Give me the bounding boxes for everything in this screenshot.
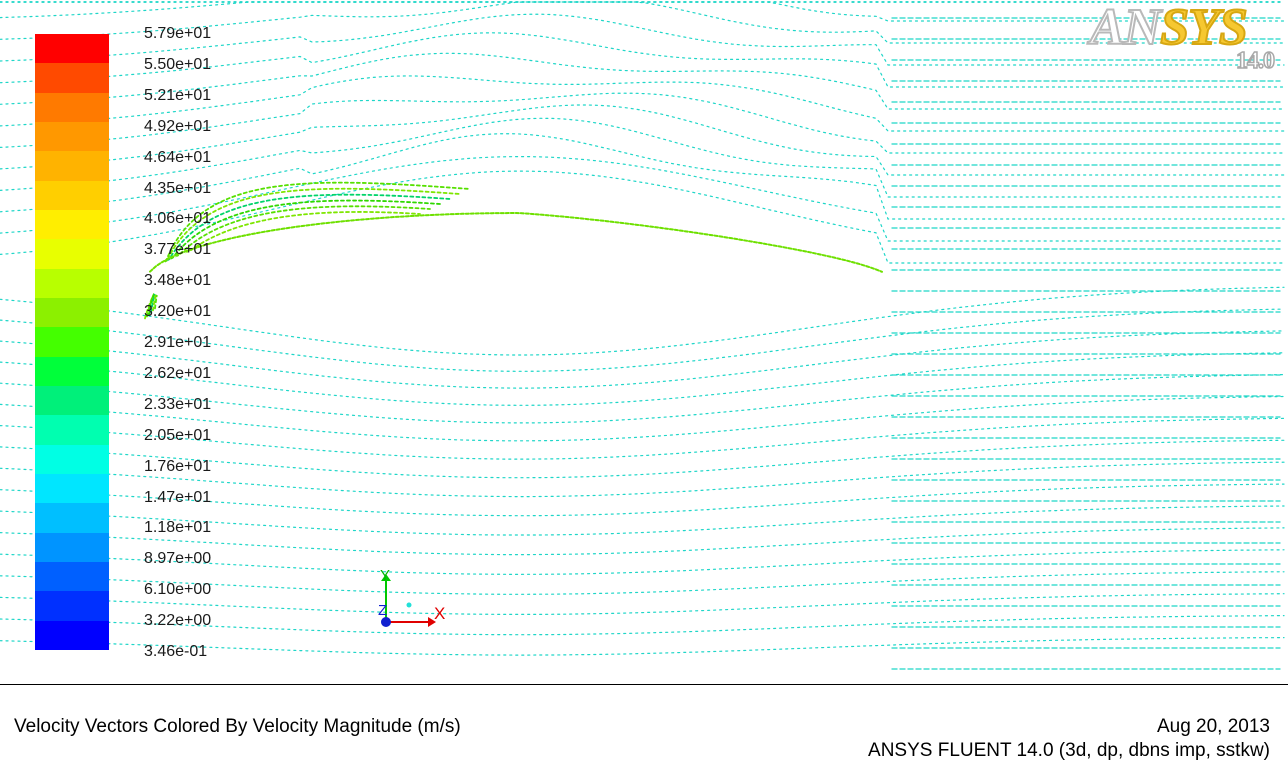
colormap-swatch [35,122,109,152]
colormap-label: 6.10e+00 [144,581,212,599]
colormap-swatch [35,444,109,475]
colormap-swatch [35,180,109,211]
colormap-swatch [35,239,109,270]
ansys-logo-version: 14.0 [1235,47,1276,75]
colormap-swatch [35,532,109,563]
velocity-streamline [0,308,1285,372]
airfoil-surface-vectors [149,212,883,273]
velocity-streamline [0,1,1285,44]
colormap-swatch [35,415,109,446]
colormap-swatch [35,562,109,592]
colormap-swatch [35,151,109,182]
z-axis-label: Z [378,602,387,619]
velocity-streamline [0,637,1285,656]
colormap-label: 4.35e+01 [144,179,212,197]
velocity-streamline [0,439,1285,479]
triad-origin-marker [406,602,412,608]
colormap-label: 1.76e+01 [144,457,212,475]
colormap-swatch [35,386,109,416]
colormap-swatch [35,34,109,64]
colormap-swatch [35,356,109,387]
velocity-streamline [0,527,1285,556]
colormap-label: 1.18e+01 [144,519,212,537]
velocity-streamline [0,571,1285,595]
colormap-swatch [35,474,109,504]
velocity-streamline [0,352,1285,406]
graphics-viewport[interactable]: 5.79e+01 5.50e+01 5.21e+01 4.92e+01 4.64e+01… [0,0,1288,683]
y-axis-arrow [381,574,391,581]
colormap-label: 5.50e+01 [144,55,212,73]
velocity-streamline [0,133,1285,220]
caption-divider [0,684,1288,685]
velocity-streamline [0,92,1285,154]
velocity-streamline [0,13,1285,66]
colormap-label: 3.48e+01 [144,272,212,290]
plot-caption-solver: ANSYS FLUENT 14.0 (3d, dp, dbns imp, sst… [868,740,1270,761]
velocity-streamline [0,52,1285,110]
velocity-streamline [0,374,1285,424]
plot-caption-title: Velocity Vectors Colored By Velocity Mag… [14,716,461,737]
velocity-vector-field [0,1,1285,670]
colormap-swatch [35,327,109,358]
velocity-streamline [0,1,1285,22]
velocity-streamline [0,170,1285,264]
velocity-streamline [0,461,1285,498]
plot-caption-date: Aug 20, 2013 [1156,716,1270,737]
y-axis-label: Y [380,567,390,584]
velocity-streamline [0,395,1285,442]
velocity-streamline [0,156,1285,242]
axis-triad: Y Z X [378,567,445,627]
x-axis-label: X [434,604,445,623]
colormap-label: 3.20e+01 [144,303,212,321]
colormap-swatch [35,210,109,240]
colormap-label: 3.77e+01 [144,241,212,259]
velocity-streamline [0,117,1285,198]
velocity-streamline [0,483,1285,517]
colormap-label: 3.46e-01 [144,643,208,660]
airfoil-body [145,215,895,325]
colormap-label: 2.62e+01 [144,364,212,382]
colormap-swatch [35,63,109,94]
velocity-streamline [0,593,1285,615]
velocity-colormap-bar [35,34,109,651]
colormap-label: 5.21e+01 [144,86,212,104]
colormap-label: 4.92e+01 [144,117,212,135]
colormap-swatch [35,268,109,299]
colormap-swatch [35,620,109,651]
colormap-label: 4.64e+01 [144,148,212,166]
colormap-label: 2.33e+01 [144,395,212,413]
velocity-streamline [0,549,1285,576]
accelerated-flow-band [152,187,461,312]
velocity-streamline [0,32,1285,88]
velocity-streamline [0,505,1285,536]
colormap-label: 4.06e+01 [144,210,212,228]
colormap-label: 1.47e+01 [144,488,212,506]
colormap-swatch [35,92,109,123]
ansys-logo-text: ANSYS [1089,0,1249,57]
ansys-logo: ANSYS 14.0 [1089,0,1280,76]
colormap-label: 8.97e+00 [144,550,212,568]
velocity-streamline [0,615,1285,636]
z-axis-dot [381,617,391,627]
colormap-swatch [35,503,109,534]
colormap-swatch [35,298,109,328]
velocity-streamline [0,417,1285,460]
colormap-label: 5.79e+01 [144,25,212,42]
colormap-label: 2.05e+01 [144,426,212,444]
colormap-label: 3.22e+00 [144,612,212,630]
colormap-label: 2.91e+01 [144,334,212,351]
velocity-streamline [0,286,1285,356]
velocity-streamline [0,330,1285,389]
colormap-swatch [35,591,109,622]
x-axis-arrow [428,617,436,627]
